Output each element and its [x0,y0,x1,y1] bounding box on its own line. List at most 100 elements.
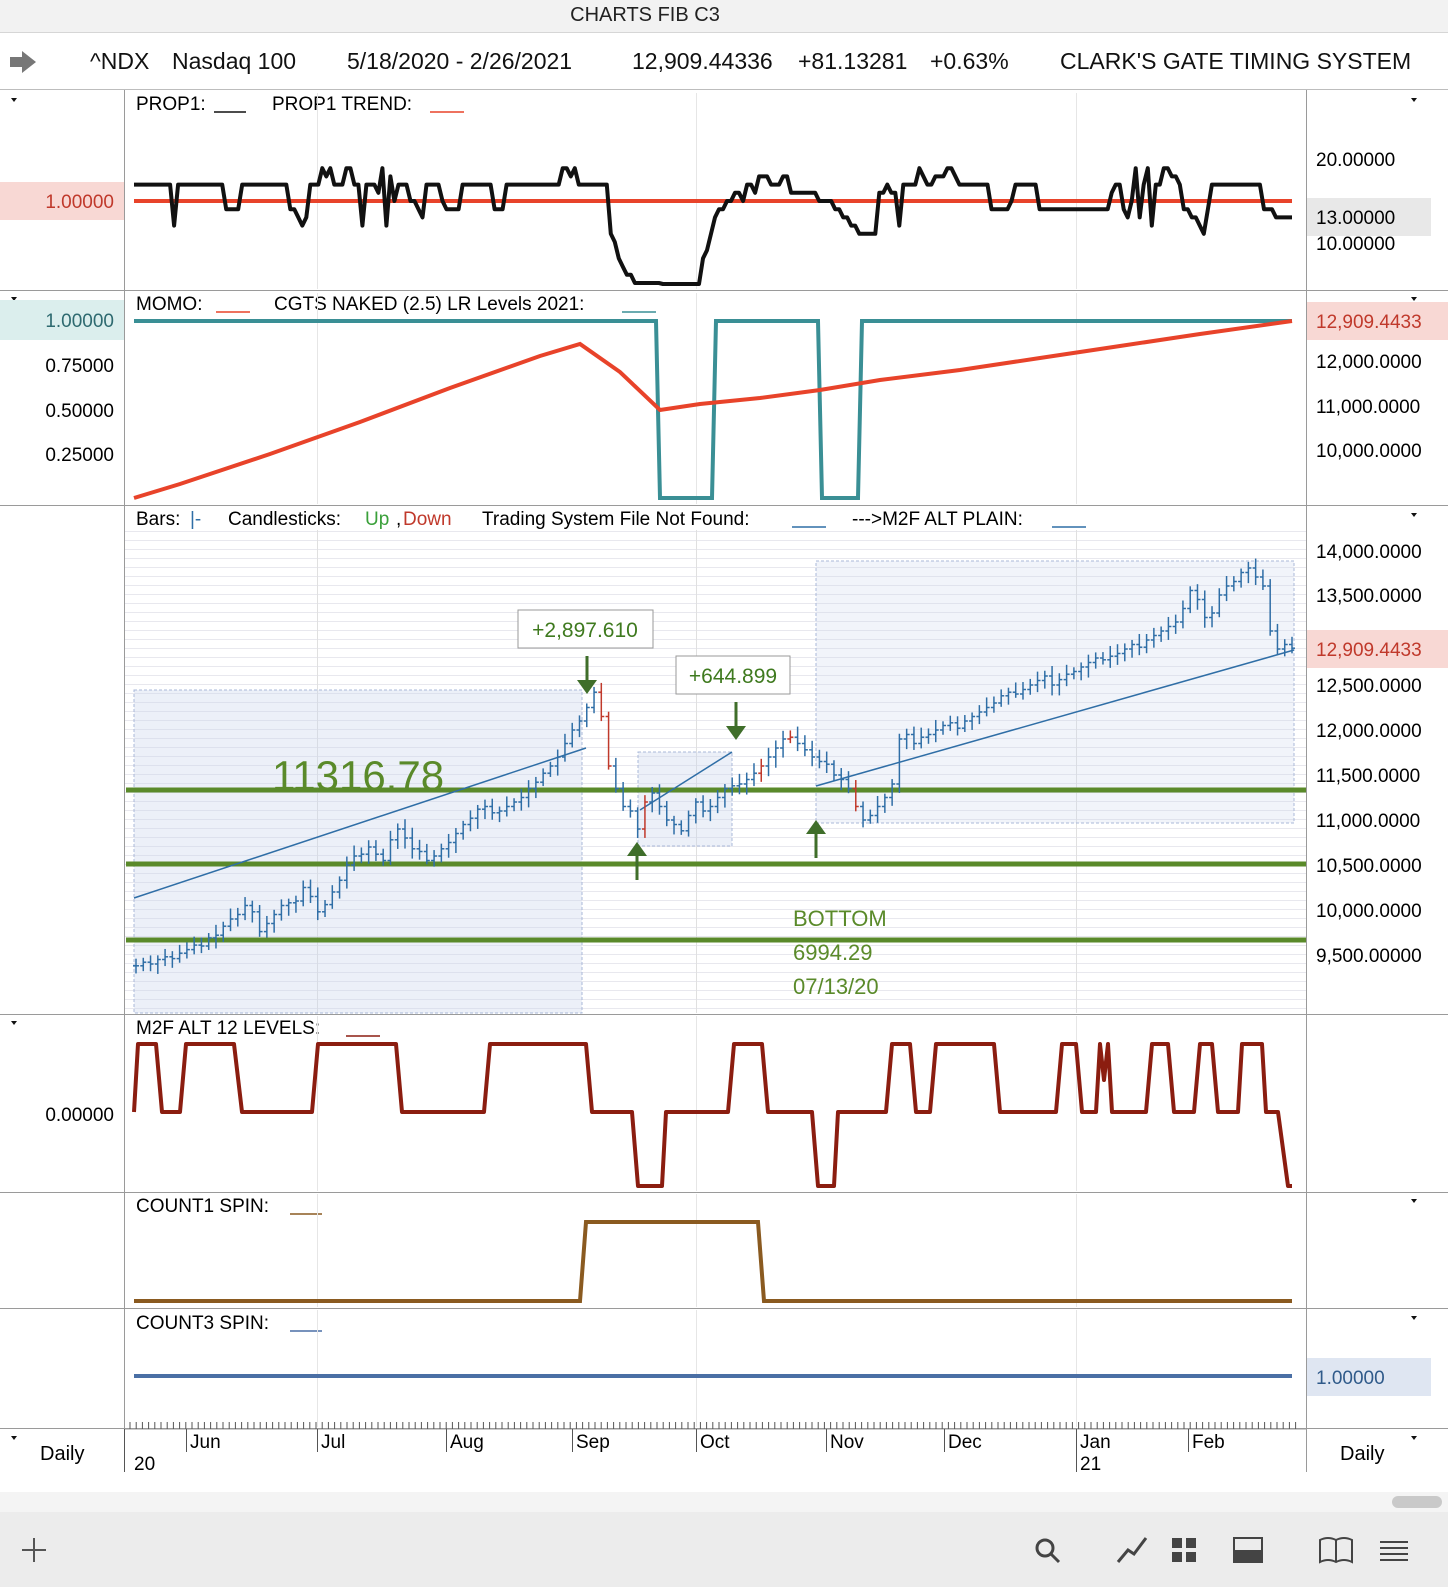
system-name: CLARK'S GATE TIMING SYSTEM [1060,48,1412,74]
chevron-down-icon[interactable] [1411,1316,1417,1320]
price-bar [1107,645,1114,668]
price-bar [1187,586,1194,614]
price-bar [816,749,823,769]
book-icon[interactable] [1316,1532,1356,1568]
price-panel: Bars: |- Candlesticks: Up , Down Trading… [125,509,1448,1014]
interval-left[interactable]: Daily [40,1443,84,1465]
price-bar [692,798,699,824]
arrow-right-icon[interactable] [8,49,38,75]
price-bars [133,558,1295,974]
price-bar [532,776,539,799]
price-bar [787,730,794,744]
price-bar [881,793,888,813]
price-tick-0: 14,000.0000 [1316,542,1422,563]
date-range[interactable]: 5/18/2020 - 2/26/2021 [347,48,573,74]
price-bar [772,740,779,768]
price-bar [634,807,641,839]
price-tick-2: 12,500.0000 [1316,676,1422,697]
regression-line-3 [815,649,1295,787]
zone-3 [815,560,1295,824]
m2f-left-value: 0.00000 [45,1105,114,1126]
chevron-down-icon[interactable] [1411,297,1417,301]
price-tick-1: 13,500.0000 [1316,586,1422,607]
chevron-down-icon[interactable] [11,1021,17,1025]
chevron-down-icon[interactable] [11,297,17,301]
price-bar [351,845,358,871]
price-bar [292,895,299,913]
interval-right[interactable]: Daily [1340,1443,1384,1465]
grid-icon[interactable] [1164,1532,1204,1568]
price-bar [380,848,387,866]
price-bar [576,715,583,738]
price-bar [431,850,438,867]
price-bar [838,768,845,791]
menu-icon[interactable] [1374,1532,1414,1568]
price-bar [162,948,169,967]
percent-change: +0.63% [930,48,1009,74]
price-bar [1223,576,1230,602]
price-bar [1289,636,1295,654]
chevron-down-icon[interactable] [11,98,17,102]
price-bar [707,799,714,822]
legend-up: Up [365,509,389,530]
plus-icon[interactable] [14,1532,54,1568]
symbol[interactable]: ^NDX [90,48,150,74]
price-bar [140,957,147,972]
price-bar [1136,633,1143,656]
price-bar [809,740,816,767]
price-bar [387,830,394,866]
price-bar [569,722,576,748]
price-bar [1216,588,1223,618]
price-bar [1194,584,1201,610]
horizontal-scrollbar[interactable] [0,1492,1448,1512]
price-bar [416,839,423,860]
chevron-down-icon[interactable] [1411,1436,1417,1440]
chevron-down-icon[interactable] [1411,98,1417,102]
price-bar [242,897,249,921]
price-bar [191,936,198,955]
net-change: +81.13281 [798,48,908,74]
price-bar [678,820,685,835]
prop-panel: PROP1: PROP1 TREND: 1.00000 20.00000 10.… [0,93,1431,289]
chevron-down-icon[interactable] [11,1436,17,1440]
bottom-title: BOTTOM [793,906,887,931]
chevron-down-icon[interactable] [1411,513,1417,517]
price-tick-3: 12,000.0000 [1316,721,1422,742]
panel-icon[interactable] [1228,1532,1268,1568]
price-bar [1129,639,1136,658]
price-bar [1238,568,1245,588]
price-bar [372,840,379,861]
price-bar [409,827,416,859]
price-bar [620,781,627,811]
legend-down: Down [403,509,452,530]
chevron-down-icon[interactable] [1411,1199,1417,1203]
price-bar [481,799,488,820]
price-bar [365,840,372,864]
price-tick-5: 11,000.0000 [1316,811,1420,832]
price-bar [765,747,772,777]
month-aug: Aug [450,1432,484,1453]
price-bar [1063,664,1070,687]
search-icon[interactable] [1028,1532,1068,1568]
arrow-up-icon [806,820,826,858]
zone-1 [133,689,583,1014]
price-bar [1121,643,1128,662]
momo-right-tick-0: 12,000.0000 [1316,352,1422,373]
price-bar [329,885,336,909]
prop-left-value: 1.00000 [45,192,114,213]
price-bar [234,907,241,927]
panel-collapse-arrows[interactable] [11,98,1417,1440]
prop-left-highlight [0,182,124,220]
year-2020: 20 [134,1454,155,1475]
gain-callout-1 [517,609,654,649]
price-bar [176,944,183,963]
price-bar [823,751,830,773]
price-bar [1259,569,1266,590]
line-chart-icon[interactable] [1112,1532,1152,1568]
price-tick-4: 11,500.0000 [1316,766,1420,787]
price-bar [511,798,518,812]
scroll-thumb[interactable] [1392,1496,1442,1508]
price-bar [438,843,445,863]
price-bar [1158,626,1165,642]
month-feb: Feb [1192,1432,1225,1453]
